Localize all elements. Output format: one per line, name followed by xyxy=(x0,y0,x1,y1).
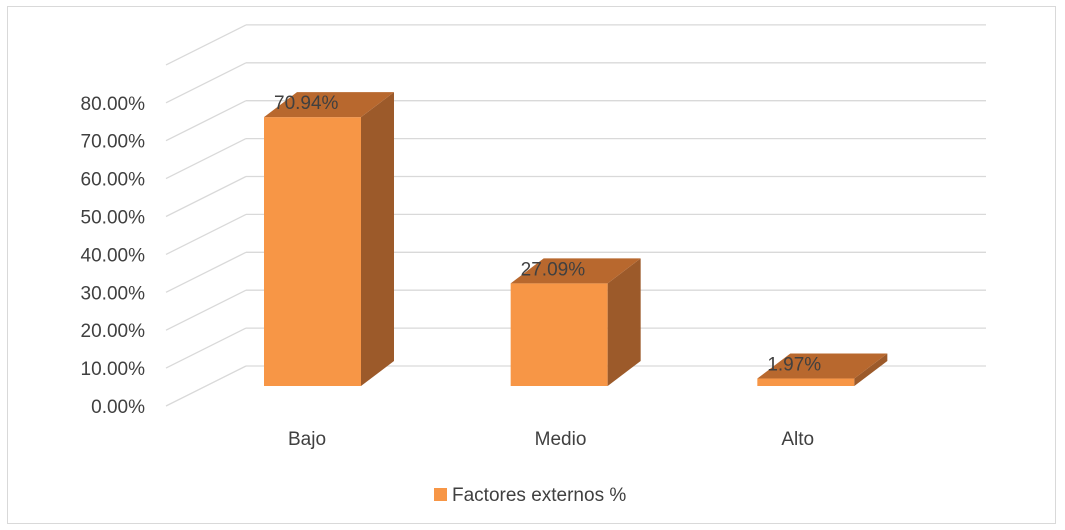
gridline-diagonal xyxy=(165,251,247,293)
legend: Factores externos % xyxy=(434,485,626,506)
bar-side xyxy=(854,353,888,386)
y-tick-label: 50.00% xyxy=(81,208,146,229)
gridline-diagonal xyxy=(165,213,247,255)
gridline-diagonal xyxy=(165,175,247,218)
data-label: 70.94% xyxy=(274,93,339,114)
bar-front xyxy=(510,283,608,386)
data-label: 27.09% xyxy=(521,259,586,280)
x-axis-category-labels: Bajo Medio Alto xyxy=(288,429,814,450)
chart-frame xyxy=(7,6,1056,524)
data-labels: 70.94% 27.09% 1.97% xyxy=(274,93,821,375)
y-tick-label: 60.00% xyxy=(81,170,146,191)
bar-front xyxy=(757,378,855,386)
x-category-label: Alto xyxy=(781,429,814,450)
x-category-label: Medio xyxy=(535,429,587,450)
bar-side xyxy=(607,258,641,386)
bar-top xyxy=(264,92,394,118)
gridline-diagonal xyxy=(165,24,247,66)
y-tick-label: 20.00% xyxy=(81,321,146,342)
gridline-diagonal xyxy=(165,138,247,180)
gridline-diagonal xyxy=(165,365,247,407)
data-label: 1.97% xyxy=(767,355,821,376)
gridline-diagonal xyxy=(165,100,247,142)
y-tick-label: 10.00% xyxy=(81,359,146,380)
bar-top xyxy=(757,353,888,379)
gridline-diagonal xyxy=(165,327,247,369)
y-axis-tick-labels: 0.00% 10.00% 20.00% 30.00% 40.00% 50.00% 60.00… xyxy=(81,94,146,418)
legend-swatch xyxy=(434,488,447,501)
bar-medio xyxy=(510,258,641,386)
y-tick-label: 80.00% xyxy=(81,94,146,115)
bar-front xyxy=(264,117,361,387)
bar-alto xyxy=(757,353,888,386)
bar-bajo xyxy=(264,92,394,387)
y-tick-label: 30.00% xyxy=(81,283,146,304)
gridline-diagonal xyxy=(165,289,247,331)
gridline-diagonal xyxy=(165,62,247,104)
bars xyxy=(264,92,888,387)
y-tick-label: 40.00% xyxy=(81,245,146,266)
legend-label: Factores externos % xyxy=(452,485,626,506)
y-tick-label: 70.00% xyxy=(81,132,146,153)
y-tick-label: 0.00% xyxy=(91,397,145,418)
bar-top xyxy=(510,258,641,284)
x-category-label: Bajo xyxy=(288,429,326,450)
bar-side xyxy=(361,92,394,387)
